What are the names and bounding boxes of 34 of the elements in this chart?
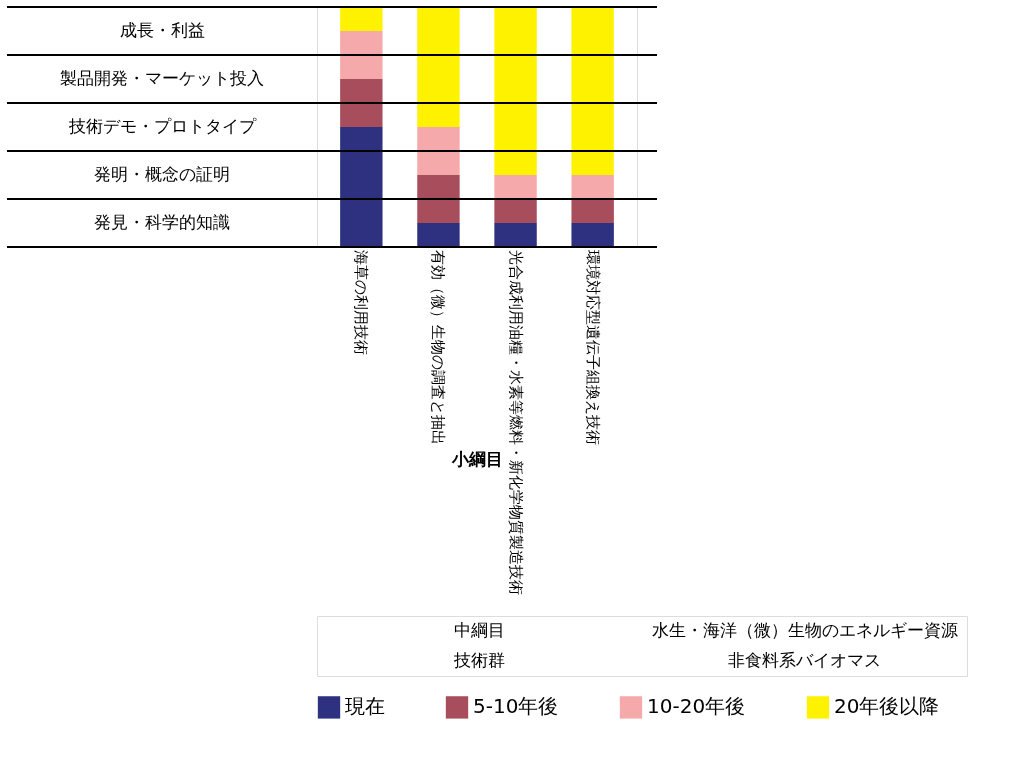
bar <box>417 175 460 223</box>
bar <box>340 7 383 31</box>
bar <box>571 223 614 247</box>
bar <box>571 175 614 199</box>
text: 水生・海洋（微）生物のエネルギー資源 <box>651 620 958 640</box>
bar <box>340 79 383 127</box>
bar <box>340 31 383 79</box>
text: 成長・利益 <box>119 20 205 40</box>
text: 発見・科学的知識 <box>94 212 230 232</box>
legend-label: 現在 <box>345 694 385 719</box>
bar <box>417 223 460 247</box>
bar <box>494 223 537 247</box>
legend-label: 20年後以降 <box>834 694 940 719</box>
text: 非食料系バイオマス <box>728 650 881 670</box>
bar <box>571 7 614 175</box>
text: 発明・概念の証明 <box>94 164 230 184</box>
bar <box>340 127 383 247</box>
bar <box>571 199 614 223</box>
x-tick-label: 光合成利用油糧・水素等燃料・新化学物質製造技術 <box>506 249 525 595</box>
x-tick-label: 海草の利用技術 <box>352 249 371 355</box>
x-axis-title: 小綱目 <box>451 448 503 469</box>
text: 製品開発・マーケット投入 <box>60 68 264 88</box>
x-tick-label: 環境対応型遺伝子組換え技術 <box>583 249 602 445</box>
bar <box>494 199 537 223</box>
legend-label: 5-10年後 <box>473 694 559 719</box>
text: 技術群 <box>453 650 505 670</box>
text: 中綱目 <box>454 620 505 640</box>
bar <box>494 175 537 199</box>
x-tick-label: 有効（微）生物の調査と抽出 <box>429 249 448 445</box>
bar <box>417 7 460 127</box>
text: 技術デモ・プロトタイプ <box>67 116 257 136</box>
bar <box>494 7 537 175</box>
bar <box>417 127 460 175</box>
legend-label: 10-20年後 <box>647 694 746 719</box>
